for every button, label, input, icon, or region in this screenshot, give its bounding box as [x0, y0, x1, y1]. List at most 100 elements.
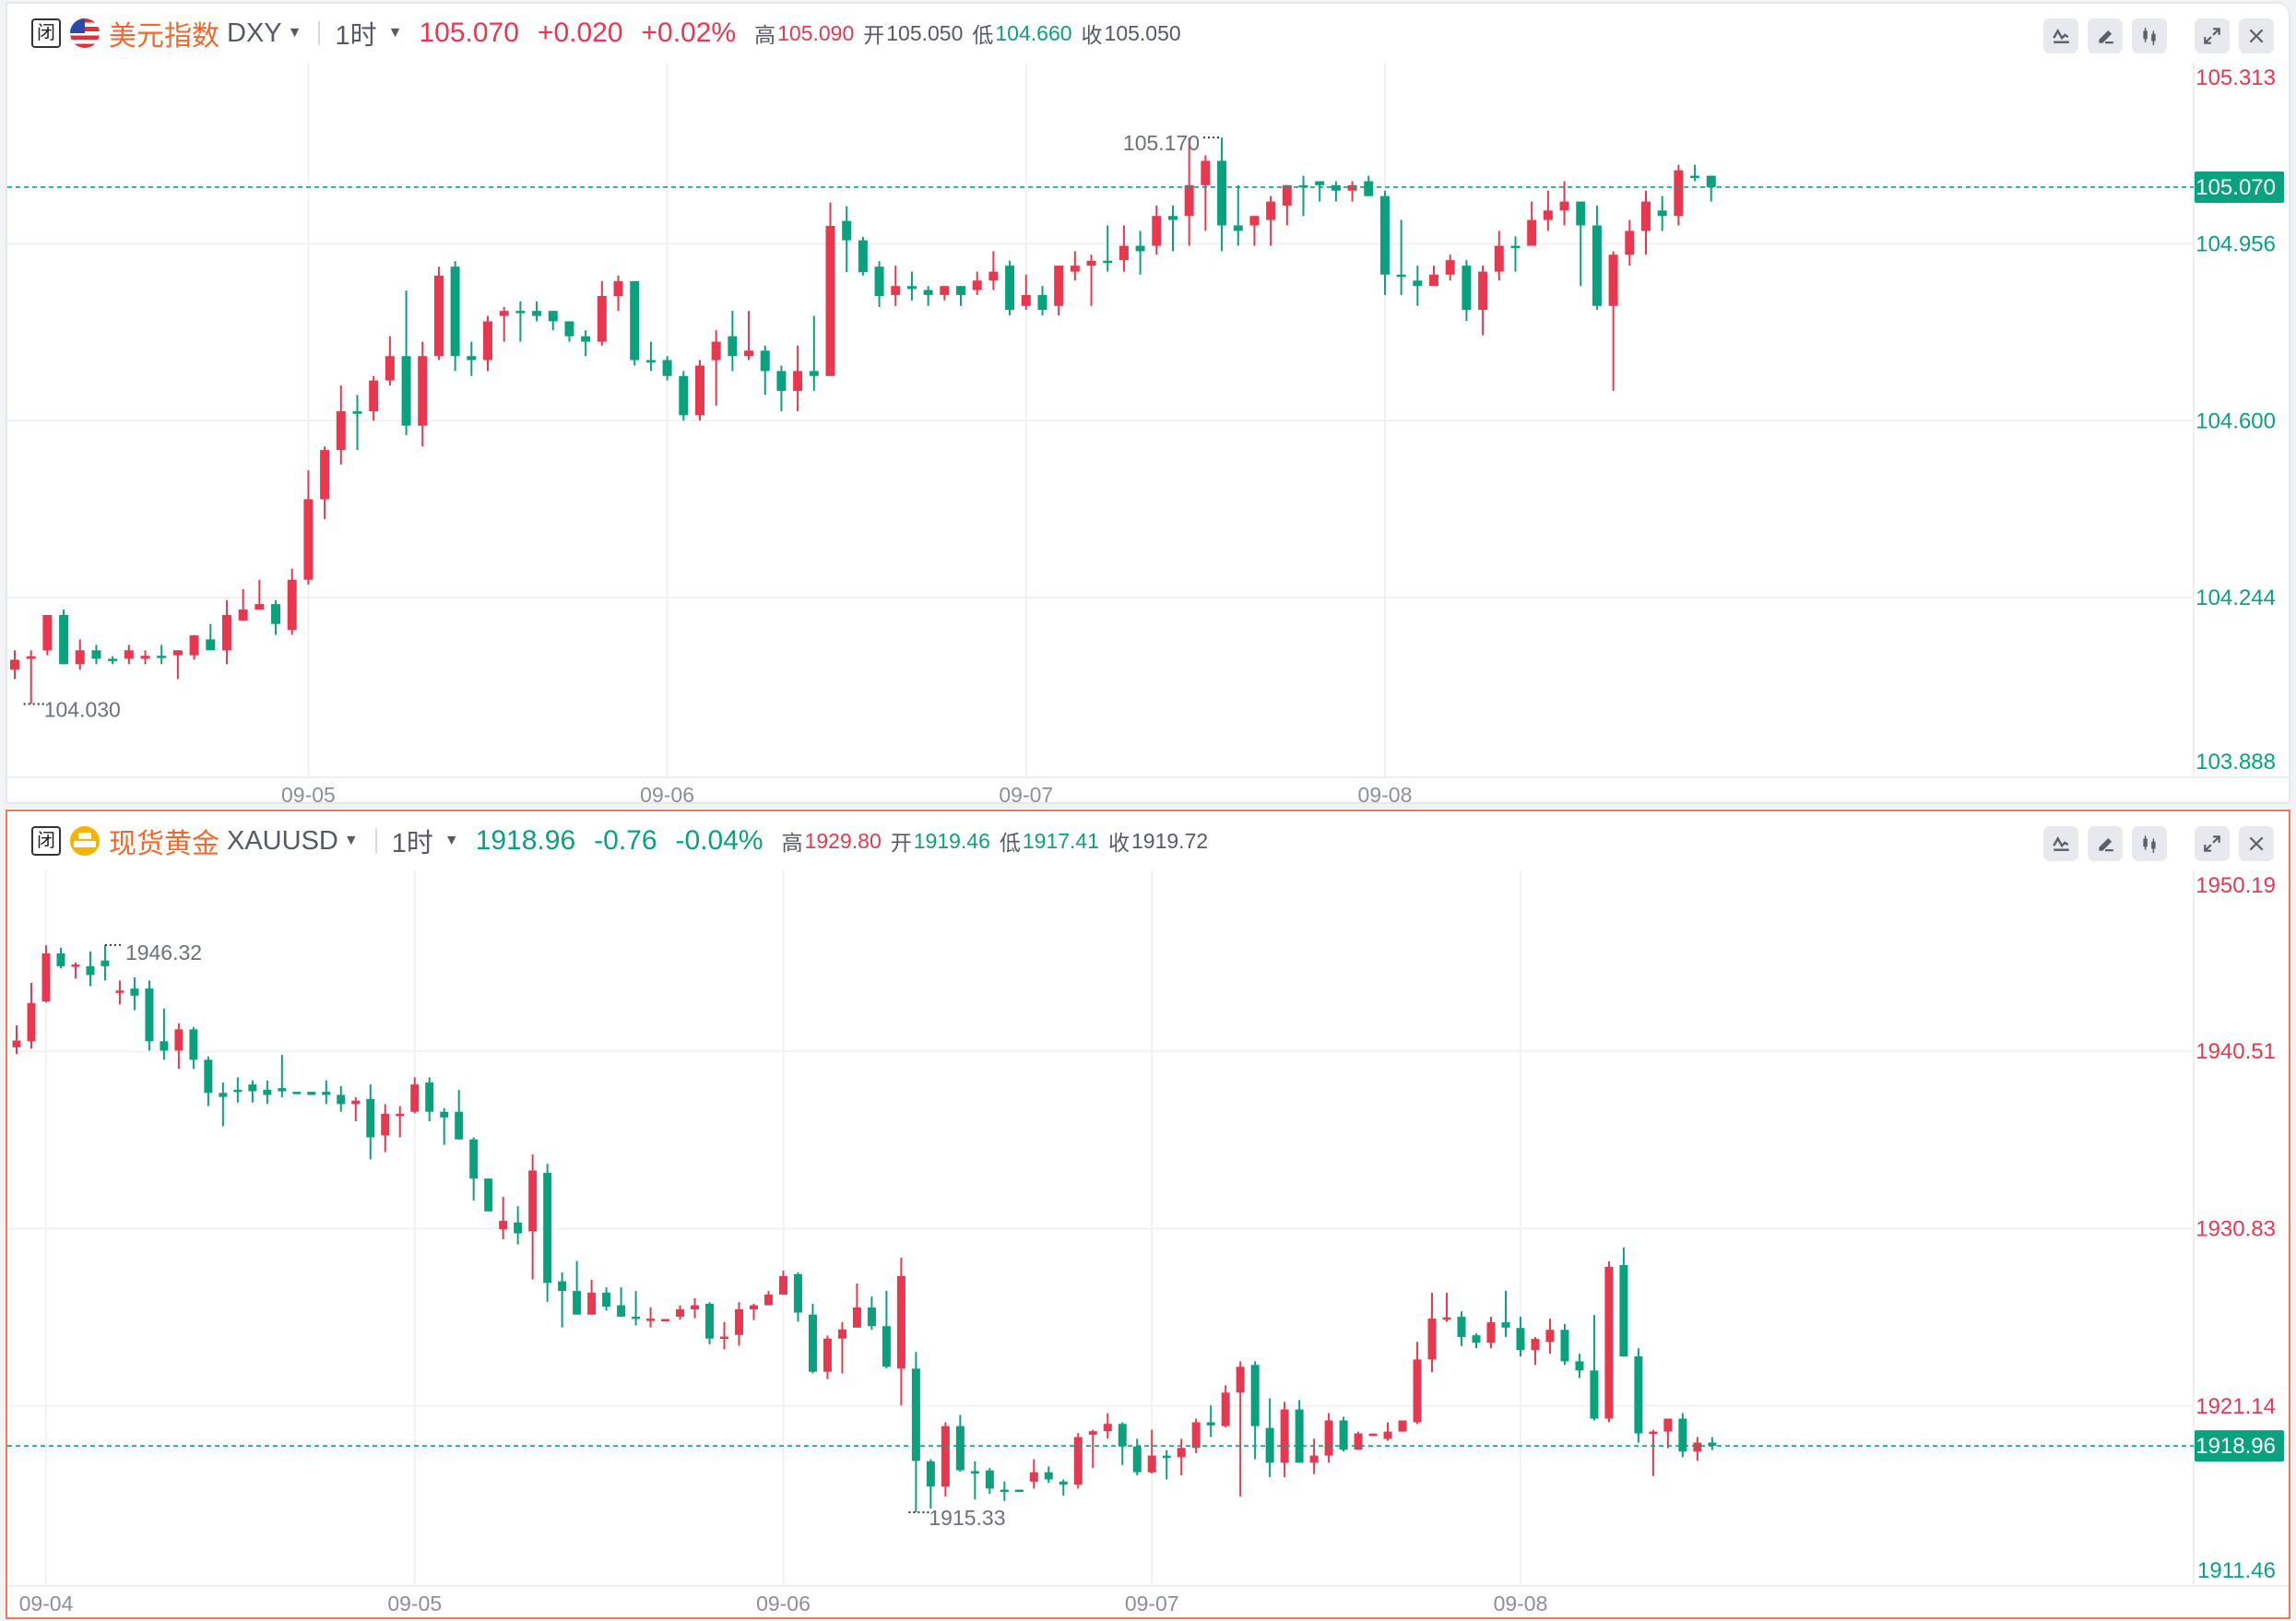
candle-body [41, 952, 51, 1001]
candle-body [1708, 1442, 1717, 1447]
candle-body [12, 1040, 21, 1047]
candle [254, 579, 265, 610]
interval-selector[interactable]: 1时 [391, 829, 433, 858]
draw-pencil-icon [2099, 837, 2113, 852]
candle-body [189, 635, 199, 656]
candle-body [385, 356, 395, 381]
candle [1442, 1293, 1451, 1322]
candle [1494, 231, 1504, 281]
candle-body [1445, 260, 1455, 275]
candle-type-button[interactable] [2132, 826, 2167, 861]
candle [1674, 164, 1684, 226]
chevron-down-icon[interactable]: ▼ [287, 25, 302, 41]
last-price-tag-label: 105.070 [2195, 175, 2276, 200]
candle-body [515, 311, 526, 314]
candle [26, 650, 36, 704]
candle-body [858, 240, 868, 273]
symbol-selector[interactable]: XAUUSD [227, 825, 338, 856]
candle-body [1396, 274, 1406, 278]
candle [1103, 225, 1113, 272]
candle-body [1413, 280, 1423, 287]
candle-body [56, 952, 65, 966]
candle [676, 1305, 685, 1320]
candle-body [1217, 160, 1227, 226]
candle [1364, 175, 1374, 196]
interval-selector[interactable]: 1时 [335, 21, 377, 51]
expand-button[interactable] [2195, 826, 2230, 861]
open-label: 开 [890, 831, 912, 855]
candle-body [1604, 1266, 1614, 1419]
candle-body [1005, 266, 1015, 311]
candle [1295, 1400, 1304, 1463]
candle [823, 1335, 832, 1379]
candle [1309, 1438, 1319, 1474]
close-button[interactable] [2239, 18, 2274, 53]
candle [1132, 1438, 1142, 1476]
candle [1135, 231, 1145, 275]
candle [514, 1206, 523, 1245]
draw-pencil-button[interactable] [2088, 826, 2123, 861]
candle-body [694, 365, 704, 416]
chart-toolbar [2043, 18, 2274, 53]
candle [558, 1272, 567, 1328]
candle-body [1070, 266, 1080, 272]
symbol-selector[interactable]: DXY [227, 18, 282, 48]
candle [238, 588, 248, 621]
candle-body [548, 311, 558, 322]
candle-body [778, 1276, 787, 1296]
gold-candlestick-chart[interactable]: 09-04 09-05 09-06 09-07 09-08 1950.19 1940.51 1… [7, 870, 2289, 1617]
dxy-candlestick-chart[interactable]: 09-05 09-06 09-07 09-08 105.313 104.956 104.60… [7, 63, 2289, 806]
candle [617, 1287, 626, 1317]
candle-body [972, 280, 982, 290]
candle-body [410, 1084, 420, 1112]
candle-body [1152, 216, 1162, 246]
candle [911, 1352, 920, 1513]
candle-type-button[interactable] [2132, 18, 2167, 53]
candle [189, 634, 199, 660]
close-value: 105.050 [1104, 20, 1181, 45]
candle-body [1103, 260, 1113, 264]
candle [1118, 225, 1129, 272]
chevron-down-icon[interactable]: ▼ [444, 833, 459, 848]
candle [292, 1092, 302, 1094]
candle [581, 330, 591, 357]
candle [750, 1304, 758, 1320]
candle-body [735, 1308, 744, 1335]
candle-body [941, 1426, 950, 1487]
expand-button[interactable] [2195, 18, 2230, 53]
indicator-button[interactable] [2043, 826, 2078, 861]
candle-body [1029, 1472, 1038, 1482]
gold-chart-panel[interactable]: 闭 现货黄金 XAUUSD ▼ 1时 ▼ 1918.96 -0.76 -0.04… [6, 810, 2290, 1619]
candle [1347, 181, 1357, 202]
candle [1162, 1449, 1171, 1480]
candle [1531, 1337, 1540, 1366]
candle [1559, 181, 1569, 226]
low-value: 1917.41 [1022, 828, 1100, 853]
indicator-button[interactable] [2043, 18, 2078, 53]
candle-body [793, 1273, 802, 1313]
candle-body [157, 656, 167, 658]
chevron-down-icon[interactable]: ▼ [387, 25, 403, 41]
close-button[interactable] [2239, 826, 2274, 861]
candle-body [381, 1113, 390, 1136]
candle-body [906, 286, 917, 290]
candle-body [1201, 160, 1211, 185]
candle [532, 301, 542, 322]
candle [172, 650, 183, 680]
dxy-chart-panel[interactable]: 闭 美元指数 DXY ▼ 1时 ▼ 105.070 +0.020 +0.02% … [6, 2, 2290, 806]
y-axis-tick-label: 103.888 [2195, 750, 2276, 775]
candle [867, 1296, 876, 1331]
candle [450, 261, 460, 372]
candle-body [115, 990, 124, 993]
candle [874, 261, 884, 307]
chevron-down-icon[interactable]: ▼ [343, 833, 359, 848]
y-axis-tick-label: 104.956 [2195, 231, 2276, 256]
candle [10, 650, 19, 680]
candle-body [336, 411, 346, 451]
draw-pencil-button[interactable] [2088, 18, 2123, 53]
candle-body [1427, 1319, 1437, 1360]
candle [1118, 1422, 1127, 1465]
candle [1221, 1385, 1230, 1427]
candle [837, 1321, 846, 1374]
candle-body [1383, 1431, 1392, 1439]
